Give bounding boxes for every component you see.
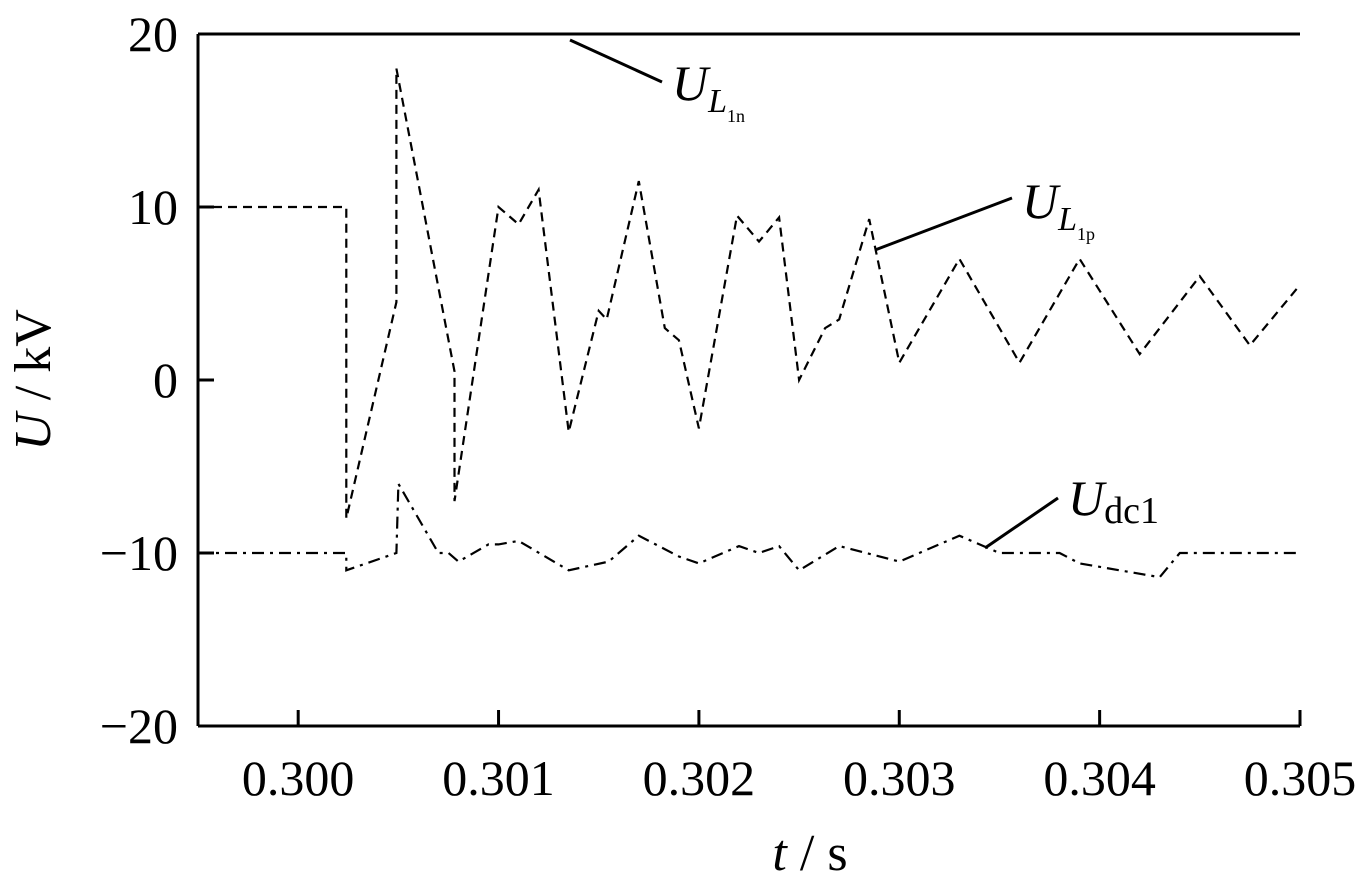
y-tick-label: −10 — [100, 525, 178, 581]
y-tick-label: −20 — [100, 698, 178, 754]
chart-ticks: 0.300 0.301 0.302 0.303 0.304 0.305 20 10 0 −10 −2… — [100, 6, 1356, 806]
label-UL1n: UL1n — [672, 55, 745, 126]
label-UL1p-subsub: 1p — [1077, 224, 1095, 244]
x-tick-label: 0.305 — [1244, 750, 1357, 806]
x-axis-title-unit: / s — [787, 825, 848, 882]
label-UL1n-sub: L — [707, 83, 727, 120]
y-axis-title: U / kV — [5, 309, 62, 451]
x-tick-label: 0.301 — [442, 750, 555, 806]
label-UL1n-subsub: 1n — [727, 106, 745, 126]
label-Udc1-main: U — [1068, 470, 1107, 526]
series-line-UL1p — [198, 68, 1301, 519]
label-Udc1-leader — [984, 496, 1059, 550]
label-UL1n-main: U — [672, 55, 711, 111]
y-axis-title-var: U — [5, 410, 62, 451]
y-tick-label: 20 — [128, 6, 178, 62]
label-UL1p-sub: L — [1057, 201, 1077, 238]
label-UL1p-leader — [874, 196, 1013, 252]
x-tick-label: 0.303 — [843, 750, 956, 806]
x-tick-label: 0.304 — [1043, 750, 1156, 806]
label-Udc1: Udc1 — [1068, 470, 1159, 532]
x-axis-title: t / s — [772, 825, 847, 882]
x-tick-label: 0.300 — [242, 750, 355, 806]
label-Udc1-sub: dc1 — [1104, 490, 1159, 532]
y-tick-label: 10 — [128, 179, 178, 235]
chart-series — [198, 32, 1301, 579]
series-line-Udc1 — [198, 479, 1300, 579]
x-axis-title-var: t — [772, 825, 788, 882]
label-UL1p-main: U — [1022, 173, 1061, 229]
chart-axes — [196, 34, 1300, 728]
y-tick-label: 0 — [153, 352, 178, 408]
x-tick-label: 0.302 — [643, 750, 756, 806]
label-UL1p: UL1p — [1022, 173, 1095, 244]
y-axis-title-unit: / kV — [5, 309, 62, 413]
label-UL1n-leader — [569, 38, 663, 84]
